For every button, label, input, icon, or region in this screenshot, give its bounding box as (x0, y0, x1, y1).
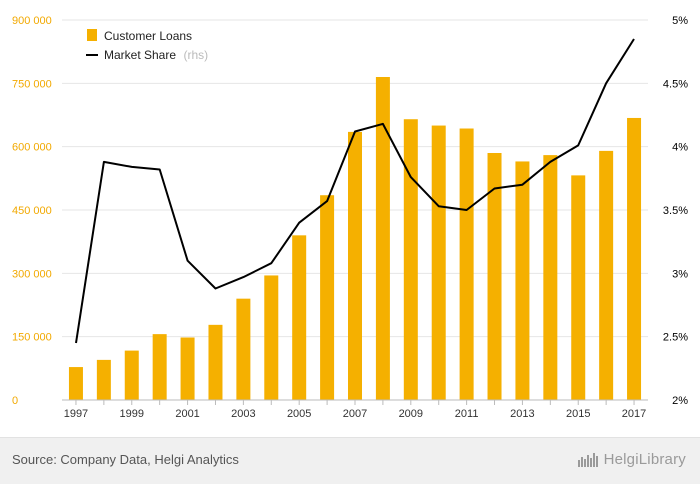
legend-swatch-customer-loans (87, 29, 97, 41)
x-tick-label: 2017 (622, 408, 646, 420)
axes: 0 150 000 300 000 450 000 600 000 750 000 900 … (12, 15, 688, 420)
y-right-tick-label: 3% (672, 268, 688, 280)
bar-customer-loans (320, 195, 335, 400)
bar-customer-loans (627, 117, 642, 400)
bar-customer-loans (208, 324, 223, 400)
bar-customer-loans (431, 125, 446, 401)
y-left-tick-label: 600 000 (12, 142, 52, 154)
x-tick-label: 2001 (175, 408, 199, 420)
footer: Source: Company Data, Helgi Analytics He… (0, 437, 700, 484)
y-left-tick-label: 150 000 (12, 332, 52, 344)
line-series (75, 38, 635, 344)
y-right-tick-label: 3.5% (663, 205, 688, 217)
y-right-tick-label: 4.5% (663, 78, 688, 90)
bar-customer-loans (292, 235, 307, 400)
y-right-tick-label: 2% (672, 395, 688, 407)
legend: Customer Loans Market Share (rhs) (86, 29, 208, 63)
bar-customer-loans (543, 155, 558, 400)
bar-customer-loans (152, 334, 167, 400)
bars-series (68, 77, 642, 401)
x-tick-label: 2007 (343, 408, 367, 420)
y-right-tick-label: 4% (672, 142, 688, 154)
bar-customer-loans (348, 131, 362, 400)
y-right-tick-label: 2.5% (663, 332, 688, 344)
brand: HelgiLibrary (577, 450, 686, 468)
x-tick-label: 2005 (287, 408, 311, 420)
bar-customer-loans (180, 337, 195, 400)
bar-customer-loans (599, 150, 614, 400)
helgi-logo-icon (577, 453, 598, 467)
legend-label-customer-loans: Customer Loans (104, 29, 192, 43)
bar-customer-loans (571, 175, 586, 400)
legend-label-market-share-text: Market Share (104, 48, 176, 62)
bar-customer-loans (68, 367, 83, 400)
bar-customer-loans (96, 359, 111, 400)
x-tick-label: 2009 (399, 408, 423, 420)
legend-label-market-share-note: (rhs) (183, 48, 208, 62)
bar-customer-loans (515, 161, 530, 400)
bar-customer-loans (124, 350, 139, 400)
y-right-tick-label: 5% (672, 15, 688, 27)
x-tick-label: 2003 (231, 408, 255, 420)
x-tick-label: 2011 (455, 408, 479, 420)
bar-customer-loans (375, 77, 390, 400)
bar-customer-loans (264, 275, 279, 400)
legend-label-market-share: Market Share (rhs) (104, 46, 208, 63)
y-left-tick-label: 0 (12, 395, 18, 407)
y-left-tick-label: 300 000 (12, 268, 52, 280)
x-tick-label: 2015 (566, 408, 590, 420)
bar-customer-loans (459, 128, 474, 400)
chart-svg: 0 150 000 300 000 450 000 600 000 750 000 900 … (12, 15, 688, 420)
x-tick-label: 1999 (120, 408, 144, 420)
bar-customer-loans (403, 119, 418, 400)
y-left-tick-label: 900 000 (12, 15, 52, 27)
brand-name: HelgiLibrary (603, 450, 686, 468)
bar-customer-loans (487, 153, 502, 400)
x-tick-label: 2013 (510, 408, 534, 420)
line-market-share (75, 38, 635, 344)
x-tick-label: 1997 (64, 408, 88, 420)
y-left-tick-label: 750 000 (12, 78, 52, 90)
bar-customer-loans (236, 298, 251, 400)
source-note: Source: Company Data, Helgi Analytics (12, 452, 239, 467)
y-left-tick-label: 450 000 (12, 205, 52, 217)
